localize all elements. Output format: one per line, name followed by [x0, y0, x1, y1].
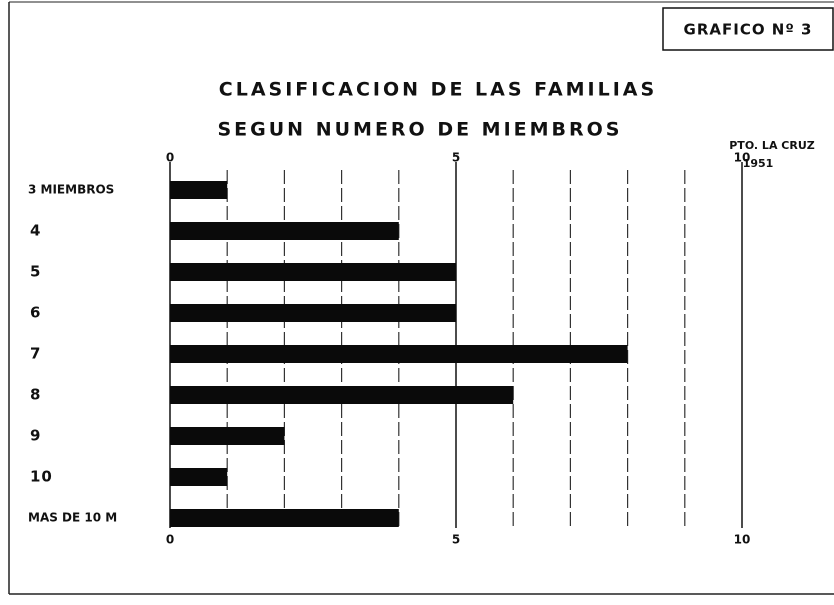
y-tick-label: 9	[30, 427, 41, 445]
bar	[170, 427, 285, 445]
x-tick-label: 0	[166, 151, 174, 165]
bar	[170, 304, 456, 322]
badge: GRAFICO Nº 3	[684, 21, 813, 39]
y-tick-label: 7	[30, 345, 41, 363]
y-tick-label: 6	[30, 304, 41, 322]
annotation: 1951	[743, 157, 774, 170]
x-tick-label: 5	[452, 151, 460, 165]
bar	[170, 222, 399, 240]
x-tick-label: 10	[734, 533, 751, 547]
annotation: PTO. LA CRUZ	[729, 139, 815, 152]
y-tick-label: 8	[30, 386, 41, 404]
chart-subtitle: SEGUN NUMERO DE MIEMBROS	[218, 119, 623, 141]
bar	[170, 386, 514, 404]
bar	[170, 468, 228, 486]
x-tick-label: 5	[452, 533, 460, 547]
chart-title: CLASIFICACION DE LAS FAMILIAS	[219, 79, 657, 101]
x-tick-label: 0	[166, 533, 174, 547]
badge-box	[662, 7, 834, 51]
y-tick-label: 4	[30, 222, 41, 240]
x-tick-label: 10	[734, 151, 751, 165]
y-tick-label: 3 MIEMBROS	[28, 183, 114, 197]
bar	[170, 181, 228, 199]
y-tick-label: 5	[30, 263, 41, 281]
y-tick-label: 10	[30, 468, 53, 486]
bar	[170, 509, 399, 527]
bar	[170, 345, 628, 363]
y-tick-label: MAS DE 10 M	[28, 511, 117, 525]
bar	[170, 263, 456, 281]
